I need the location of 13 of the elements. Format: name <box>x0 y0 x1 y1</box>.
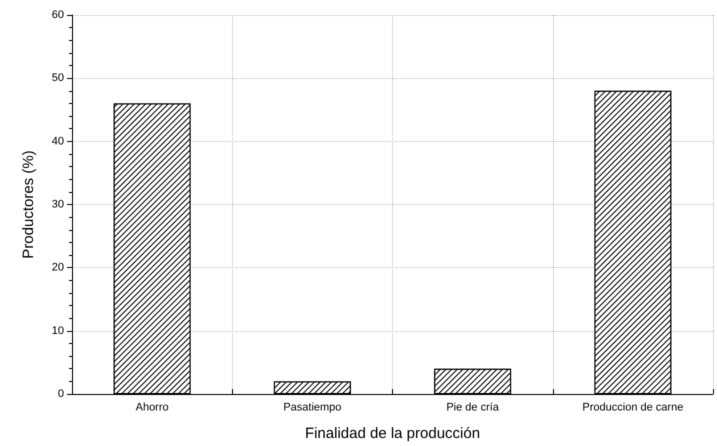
y-tick-label: 50 <box>52 72 64 84</box>
y-tick-label: 30 <box>52 198 64 210</box>
x-tick-label: Ahorro <box>136 402 169 414</box>
y-tick-label: 20 <box>52 262 64 274</box>
x-axis-title: Finalidad de la producción <box>304 425 480 442</box>
x-tick-label: Produccion de carne <box>582 402 684 414</box>
y-tick-label: 40 <box>52 135 64 148</box>
x-tick-label: Pie de cría <box>446 402 500 414</box>
y-tick-label: 60 <box>52 9 64 21</box>
x-tick-label: Pasatiempo <box>283 402 342 414</box>
y-axis-title: Productores (%) <box>20 150 37 259</box>
y-tick-label: 0 <box>58 388 64 400</box>
y-tick-label: 10 <box>52 324 64 337</box>
